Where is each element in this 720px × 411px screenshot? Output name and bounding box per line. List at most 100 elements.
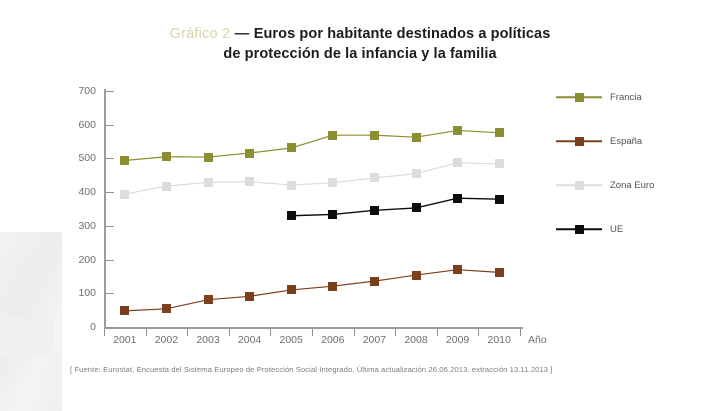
data-point-espana bbox=[453, 265, 463, 275]
data-point-zonaeuro bbox=[120, 189, 130, 199]
data-point-zonaeuro bbox=[286, 180, 296, 190]
legend-marker bbox=[574, 180, 584, 190]
data-point-francia bbox=[161, 152, 171, 162]
chart-title-line1: Euros por habitante destinados a polític… bbox=[253, 26, 551, 42]
x-tick-label: 2003 bbox=[196, 334, 220, 346]
legend-marker bbox=[574, 136, 584, 146]
y-axis-line bbox=[104, 89, 106, 329]
data-point-espana bbox=[120, 306, 130, 316]
x-tick-mark bbox=[312, 329, 313, 336]
x-tick-label: 2010 bbox=[487, 334, 511, 346]
y-tick-mark bbox=[106, 91, 114, 92]
legend-item-espana[interactable]: España bbox=[556, 134, 642, 148]
legend-label: Francia bbox=[610, 91, 642, 103]
data-point-ue bbox=[411, 203, 421, 213]
data-point-zonaeuro bbox=[453, 158, 463, 168]
data-point-ue bbox=[328, 209, 338, 219]
chart-title-dash: — bbox=[234, 26, 250, 42]
y-tick-mark bbox=[106, 192, 114, 194]
legend-marker bbox=[574, 224, 584, 234]
x-tick-label: 2001 bbox=[113, 334, 137, 346]
source-footnote: [ Fuente: Eurostat, Encuesta del Sistema… bbox=[70, 365, 553, 374]
y-tick-label: 0 bbox=[90, 321, 96, 333]
series-line-francia bbox=[124, 129, 500, 162]
data-point-espana bbox=[161, 304, 171, 314]
y-tick-label: 500 bbox=[78, 152, 96, 165]
legend-label: Zona Euro bbox=[610, 179, 655, 191]
chart-title-line2: de protección de la infancia y la famili… bbox=[223, 46, 497, 62]
data-point-espana bbox=[494, 267, 504, 277]
data-point-espana bbox=[203, 295, 213, 305]
x-tick-mark bbox=[270, 329, 272, 336]
legend-swatch bbox=[556, 135, 602, 147]
x-tick-mark bbox=[353, 329, 355, 336]
x-axis-line bbox=[104, 327, 523, 329]
plot-area bbox=[104, 91, 520, 327]
legend-swatch bbox=[556, 91, 602, 103]
legend-item-zonaeuro[interactable]: Zona Euro bbox=[556, 178, 654, 192]
data-point-zonaeuro bbox=[411, 169, 421, 179]
series-line-espana bbox=[124, 269, 500, 312]
y-tick-label: 300 bbox=[78, 219, 96, 232]
data-point-espana bbox=[245, 291, 255, 301]
chart-title-kicker: Gráfico 2 bbox=[169, 26, 231, 42]
legend-item-ue[interactable]: UE bbox=[556, 222, 623, 236]
y-tick-label: 600 bbox=[78, 118, 96, 131]
legend-swatch bbox=[556, 223, 602, 235]
y-tick-label: 700 bbox=[78, 85, 96, 97]
x-tick-label: 2006 bbox=[321, 334, 345, 346]
chart-title: Gráfico 2 — Euros por habitante destinad… bbox=[60, 24, 660, 64]
x-tick-mark bbox=[228, 329, 230, 336]
data-point-zonaeuro bbox=[494, 159, 504, 169]
y-tick-mark bbox=[106, 225, 114, 227]
x-tick-label: 2007 bbox=[362, 334, 387, 346]
data-point-francia bbox=[245, 148, 255, 158]
page-watermark bbox=[0, 232, 62, 411]
data-point-zonaeuro bbox=[161, 181, 171, 191]
y-tick-label: 400 bbox=[78, 186, 96, 199]
x-axis-title: Año bbox=[528, 334, 547, 346]
x-tick-mark bbox=[436, 329, 438, 336]
legend-swatch bbox=[556, 179, 602, 191]
series-line-ue bbox=[291, 197, 500, 217]
data-point-francia bbox=[120, 155, 130, 165]
x-tick-label: 2008 bbox=[404, 334, 428, 346]
data-point-espana bbox=[369, 276, 379, 286]
x-tick-label: 2009 bbox=[445, 334, 470, 346]
y-tick-label: 100 bbox=[78, 287, 96, 300]
data-point-francia bbox=[369, 130, 379, 140]
y-tick-label: 200 bbox=[78, 253, 96, 266]
data-point-francia bbox=[328, 130, 338, 140]
data-point-francia bbox=[453, 125, 463, 135]
y-tick-mark bbox=[106, 124, 114, 126]
data-point-zonaeuro bbox=[245, 177, 255, 187]
series-line-zonaeuro bbox=[124, 162, 500, 195]
x-tick-mark bbox=[187, 329, 189, 336]
x-tick-mark bbox=[520, 329, 521, 336]
data-point-ue bbox=[494, 194, 504, 204]
x-tick-mark bbox=[478, 329, 480, 336]
data-point-ue bbox=[369, 205, 379, 215]
data-point-espana bbox=[328, 281, 338, 291]
y-tick-mark bbox=[106, 259, 114, 261]
x-tick-label: 2005 bbox=[279, 334, 303, 346]
x-tick-label: 2002 bbox=[154, 334, 179, 346]
data-point-francia bbox=[494, 128, 504, 138]
data-point-zonaeuro bbox=[369, 173, 379, 183]
legend-marker bbox=[574, 92, 584, 102]
legend-label: España bbox=[610, 135, 643, 147]
legend-label: UE bbox=[610, 223, 624, 235]
y-tick-mark bbox=[106, 158, 114, 160]
x-tick-mark bbox=[145, 329, 147, 336]
data-point-francia bbox=[286, 143, 296, 153]
data-point-ue bbox=[286, 211, 296, 221]
y-tick-mark bbox=[106, 327, 114, 328]
data-point-ue bbox=[453, 193, 463, 203]
legend-item-francia[interactable]: Francia bbox=[556, 90, 642, 104]
x-tick-mark bbox=[104, 329, 105, 336]
data-point-francia bbox=[203, 152, 213, 162]
data-point-zonaeuro bbox=[328, 178, 338, 188]
data-point-espana bbox=[411, 270, 421, 280]
data-point-francia bbox=[411, 132, 421, 142]
